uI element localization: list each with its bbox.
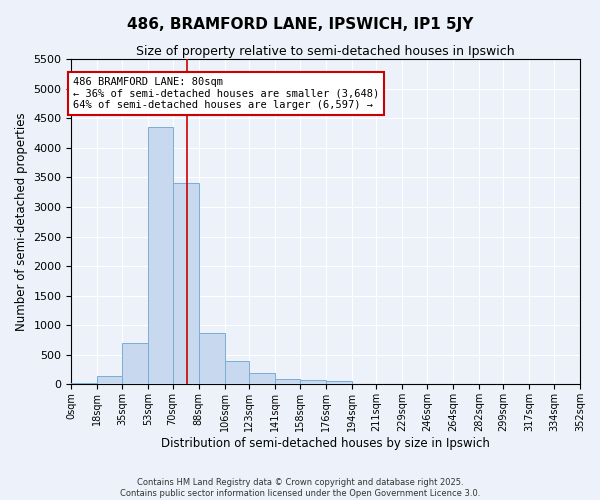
Bar [199, 333, 224, 384]
Bar [326, 382, 352, 384]
Bar [173, 184, 199, 384]
Bar [148, 127, 173, 384]
Bar [275, 378, 299, 384]
Y-axis label: Number of semi-detached properties: Number of semi-detached properties [15, 112, 28, 331]
Bar [224, 361, 249, 384]
Bar [122, 343, 148, 384]
Text: Contains HM Land Registry data © Crown copyright and database right 2025.
Contai: Contains HM Land Registry data © Crown c… [120, 478, 480, 498]
Text: 486 BRAMFORD LANE: 80sqm
← 36% of semi-detached houses are smaller (3,648)
64% o: 486 BRAMFORD LANE: 80sqm ← 36% of semi-d… [73, 77, 379, 110]
Bar [97, 376, 122, 384]
Bar [249, 372, 275, 384]
Title: Size of property relative to semi-detached houses in Ipswich: Size of property relative to semi-detach… [136, 45, 515, 58]
Bar [299, 380, 326, 384]
Text: 486, BRAMFORD LANE, IPSWICH, IP1 5JY: 486, BRAMFORD LANE, IPSWICH, IP1 5JY [127, 18, 473, 32]
X-axis label: Distribution of semi-detached houses by size in Ipswich: Distribution of semi-detached houses by … [161, 437, 490, 450]
Bar [71, 383, 97, 384]
